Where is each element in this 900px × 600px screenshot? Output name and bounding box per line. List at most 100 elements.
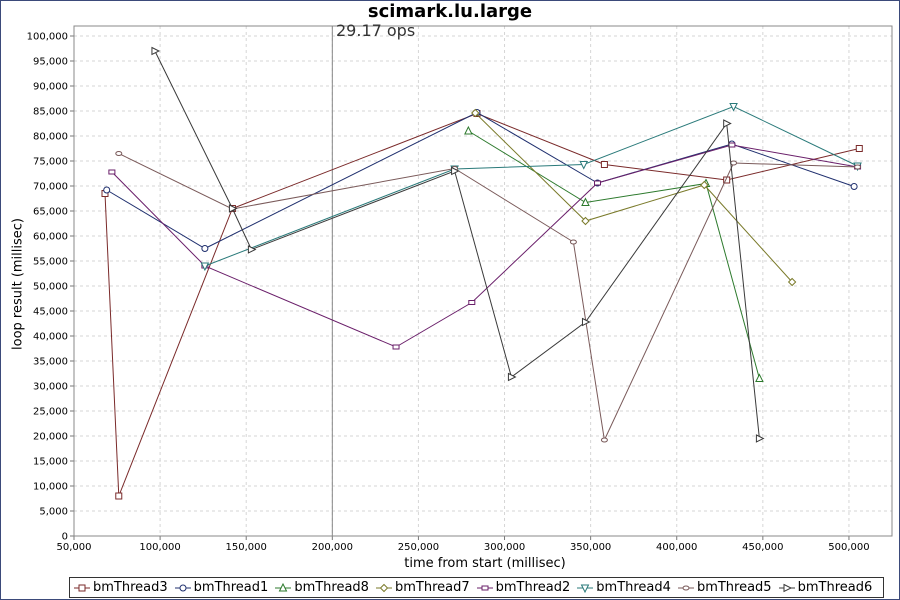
data-point-bmThread6 <box>228 204 238 213</box>
y-axis-label: loop result (millisec) <box>10 218 26 350</box>
legend-swatch-marker <box>179 584 187 591</box>
data-point-bmThread5 <box>115 151 123 156</box>
legend-swatch-marker <box>279 582 288 591</box>
y-tick-label: 35,000 <box>33 357 68 368</box>
data-point-bmThread1 <box>103 186 111 194</box>
data-point-bmThread7 <box>787 277 797 287</box>
series-bmThread6 <box>151 46 765 443</box>
y-tick-label: 65,000 <box>33 207 68 218</box>
legend-swatch <box>778 583 795 592</box>
data-point-bmThread8 <box>464 125 473 135</box>
legend-swatch <box>476 585 493 590</box>
legend-item-bmThread1: bmThread1 <box>174 580 268 595</box>
x-tick-label: 400,000 <box>656 542 697 553</box>
data-point-bmThread2 <box>392 344 400 350</box>
x-tick-label: 350,000 <box>570 542 611 553</box>
y-tick-label: 20,000 <box>33 432 68 443</box>
data-point-bmThread5 <box>569 239 577 245</box>
data-point-bmThread5 <box>730 160 738 166</box>
legend-item-bmThread5: bmThread5 <box>677 580 772 595</box>
legend-swatch <box>677 585 694 590</box>
y-tick-label: 25,000 <box>33 407 68 418</box>
grid <box>73 26 892 537</box>
y-tick-label: 95,000 <box>33 57 68 68</box>
legend-label: bmThread7 <box>394 580 470 595</box>
x-tick-label: 200,000 <box>312 542 353 553</box>
data-point-bmThread6 <box>247 245 257 254</box>
legend-item-bmThread3: bmThread3 <box>74 580 168 595</box>
data-point-bmThread6 <box>755 434 765 443</box>
axes: 50,000 100,000 150,000 200,000 250,000 300,00… <box>27 25 893 553</box>
data-point-bmThread3 <box>115 492 123 500</box>
data-point-bmThread3 <box>855 145 863 152</box>
y-tick-label: 80,000 <box>33 132 68 143</box>
legend-swatch <box>375 583 392 592</box>
legend-label: bmThread8 <box>294 580 369 595</box>
series-line-bmThread6 <box>154 50 760 439</box>
legend-item-bmThread2: bmThread2 <box>476 580 571 595</box>
plot-area <box>74 26 892 536</box>
x-tick-label: 150,000 <box>226 542 267 553</box>
legend-item-bmThread6: bmThread6 <box>778 580 873 595</box>
series-line-bmThread7 <box>474 112 793 283</box>
data-point-bmThread3 <box>600 161 608 168</box>
y-tick-label: 40,000 <box>33 332 68 343</box>
y-tick-label: 90,000 <box>33 82 68 93</box>
y-tick-label: 10,000 <box>33 482 68 493</box>
data-point-bmThread2 <box>594 180 602 186</box>
series-bmThread7 <box>471 108 797 287</box>
series-line-bmThread1 <box>106 111 855 250</box>
y-tick-label: 30,000 <box>33 382 68 393</box>
y-tick-label: 5,000 <box>39 507 68 518</box>
data-point-bmThread6 <box>723 119 732 128</box>
series-layer <box>101 46 863 500</box>
x-axis-label: time from start (millisec) <box>404 556 566 571</box>
data-point-bmThread5 <box>854 164 862 170</box>
data-point-bmThread4 <box>579 161 589 170</box>
data-point-bmThread4 <box>729 103 738 112</box>
data-point-bmThread2 <box>728 142 736 148</box>
legend-swatch-marker <box>682 585 690 590</box>
legend-swatch <box>174 584 191 591</box>
legend-swatch <box>275 582 292 591</box>
legend-label: bmThread4 <box>596 580 671 595</box>
y-tick-label: 100,000 <box>27 32 68 43</box>
x-tick-label: 250,000 <box>398 542 439 553</box>
y-tick-label: 60,000 <box>33 232 68 243</box>
legend-swatch <box>577 584 594 593</box>
data-point-bmThread6 <box>451 166 460 176</box>
data-point-bmThread4 <box>200 262 210 272</box>
y-tick-label: 55,000 <box>33 257 68 268</box>
legend-item-bmThread8: bmThread8 <box>275 580 369 595</box>
y-tick-label: 50,000 <box>33 282 68 293</box>
data-point-bmThread2 <box>468 300 476 305</box>
legend: bmThread3 bmThread1 bmThread8 bmThread7 bmTh… <box>69 577 885 598</box>
legend-label: bmThread2 <box>495 580 571 595</box>
legend-item-bmThread7: bmThread7 <box>375 580 470 595</box>
legend-swatch-marker <box>580 584 590 593</box>
data-point-bmThread2 <box>108 169 116 175</box>
legend-label: bmThread6 <box>797 580 873 595</box>
y-tick-label: 75,000 <box>33 157 68 168</box>
data-point-bmThread7 <box>471 108 480 118</box>
y-tick-label: 70,000 <box>33 182 68 193</box>
y-tick-label: 0 <box>62 532 68 543</box>
legend-label: bmThread3 <box>93 580 168 595</box>
data-point-bmThread7 <box>581 216 590 226</box>
legend-swatch-marker <box>481 585 489 590</box>
data-point-bmThread5 <box>600 437 608 443</box>
data-point-bmThread1 <box>201 245 209 252</box>
vline-label: 29.17 ops <box>336 21 416 40</box>
x-tick-label: 50,000 <box>57 542 92 553</box>
data-point-bmThread1 <box>850 183 858 190</box>
x-tick-label: 300,000 <box>484 542 525 553</box>
plot-border <box>73 25 893 537</box>
legend-label: bmThread5 <box>696 580 772 595</box>
data-point-bmThread6 <box>151 46 161 56</box>
y-tick-label: 15,000 <box>33 457 68 468</box>
legend-swatch-marker <box>379 583 389 592</box>
y-tick-label: 45,000 <box>33 307 68 318</box>
data-point-bmThread7 <box>700 180 709 190</box>
data-point-bmThread8 <box>581 197 590 206</box>
